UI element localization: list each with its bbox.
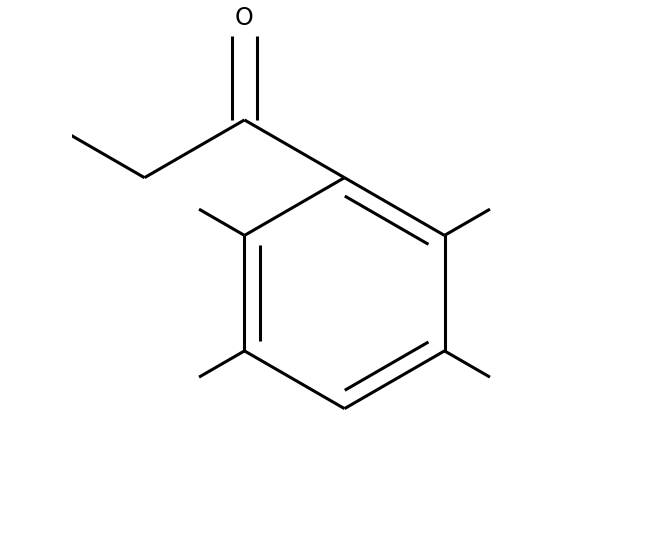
Text: O: O [235,6,254,29]
